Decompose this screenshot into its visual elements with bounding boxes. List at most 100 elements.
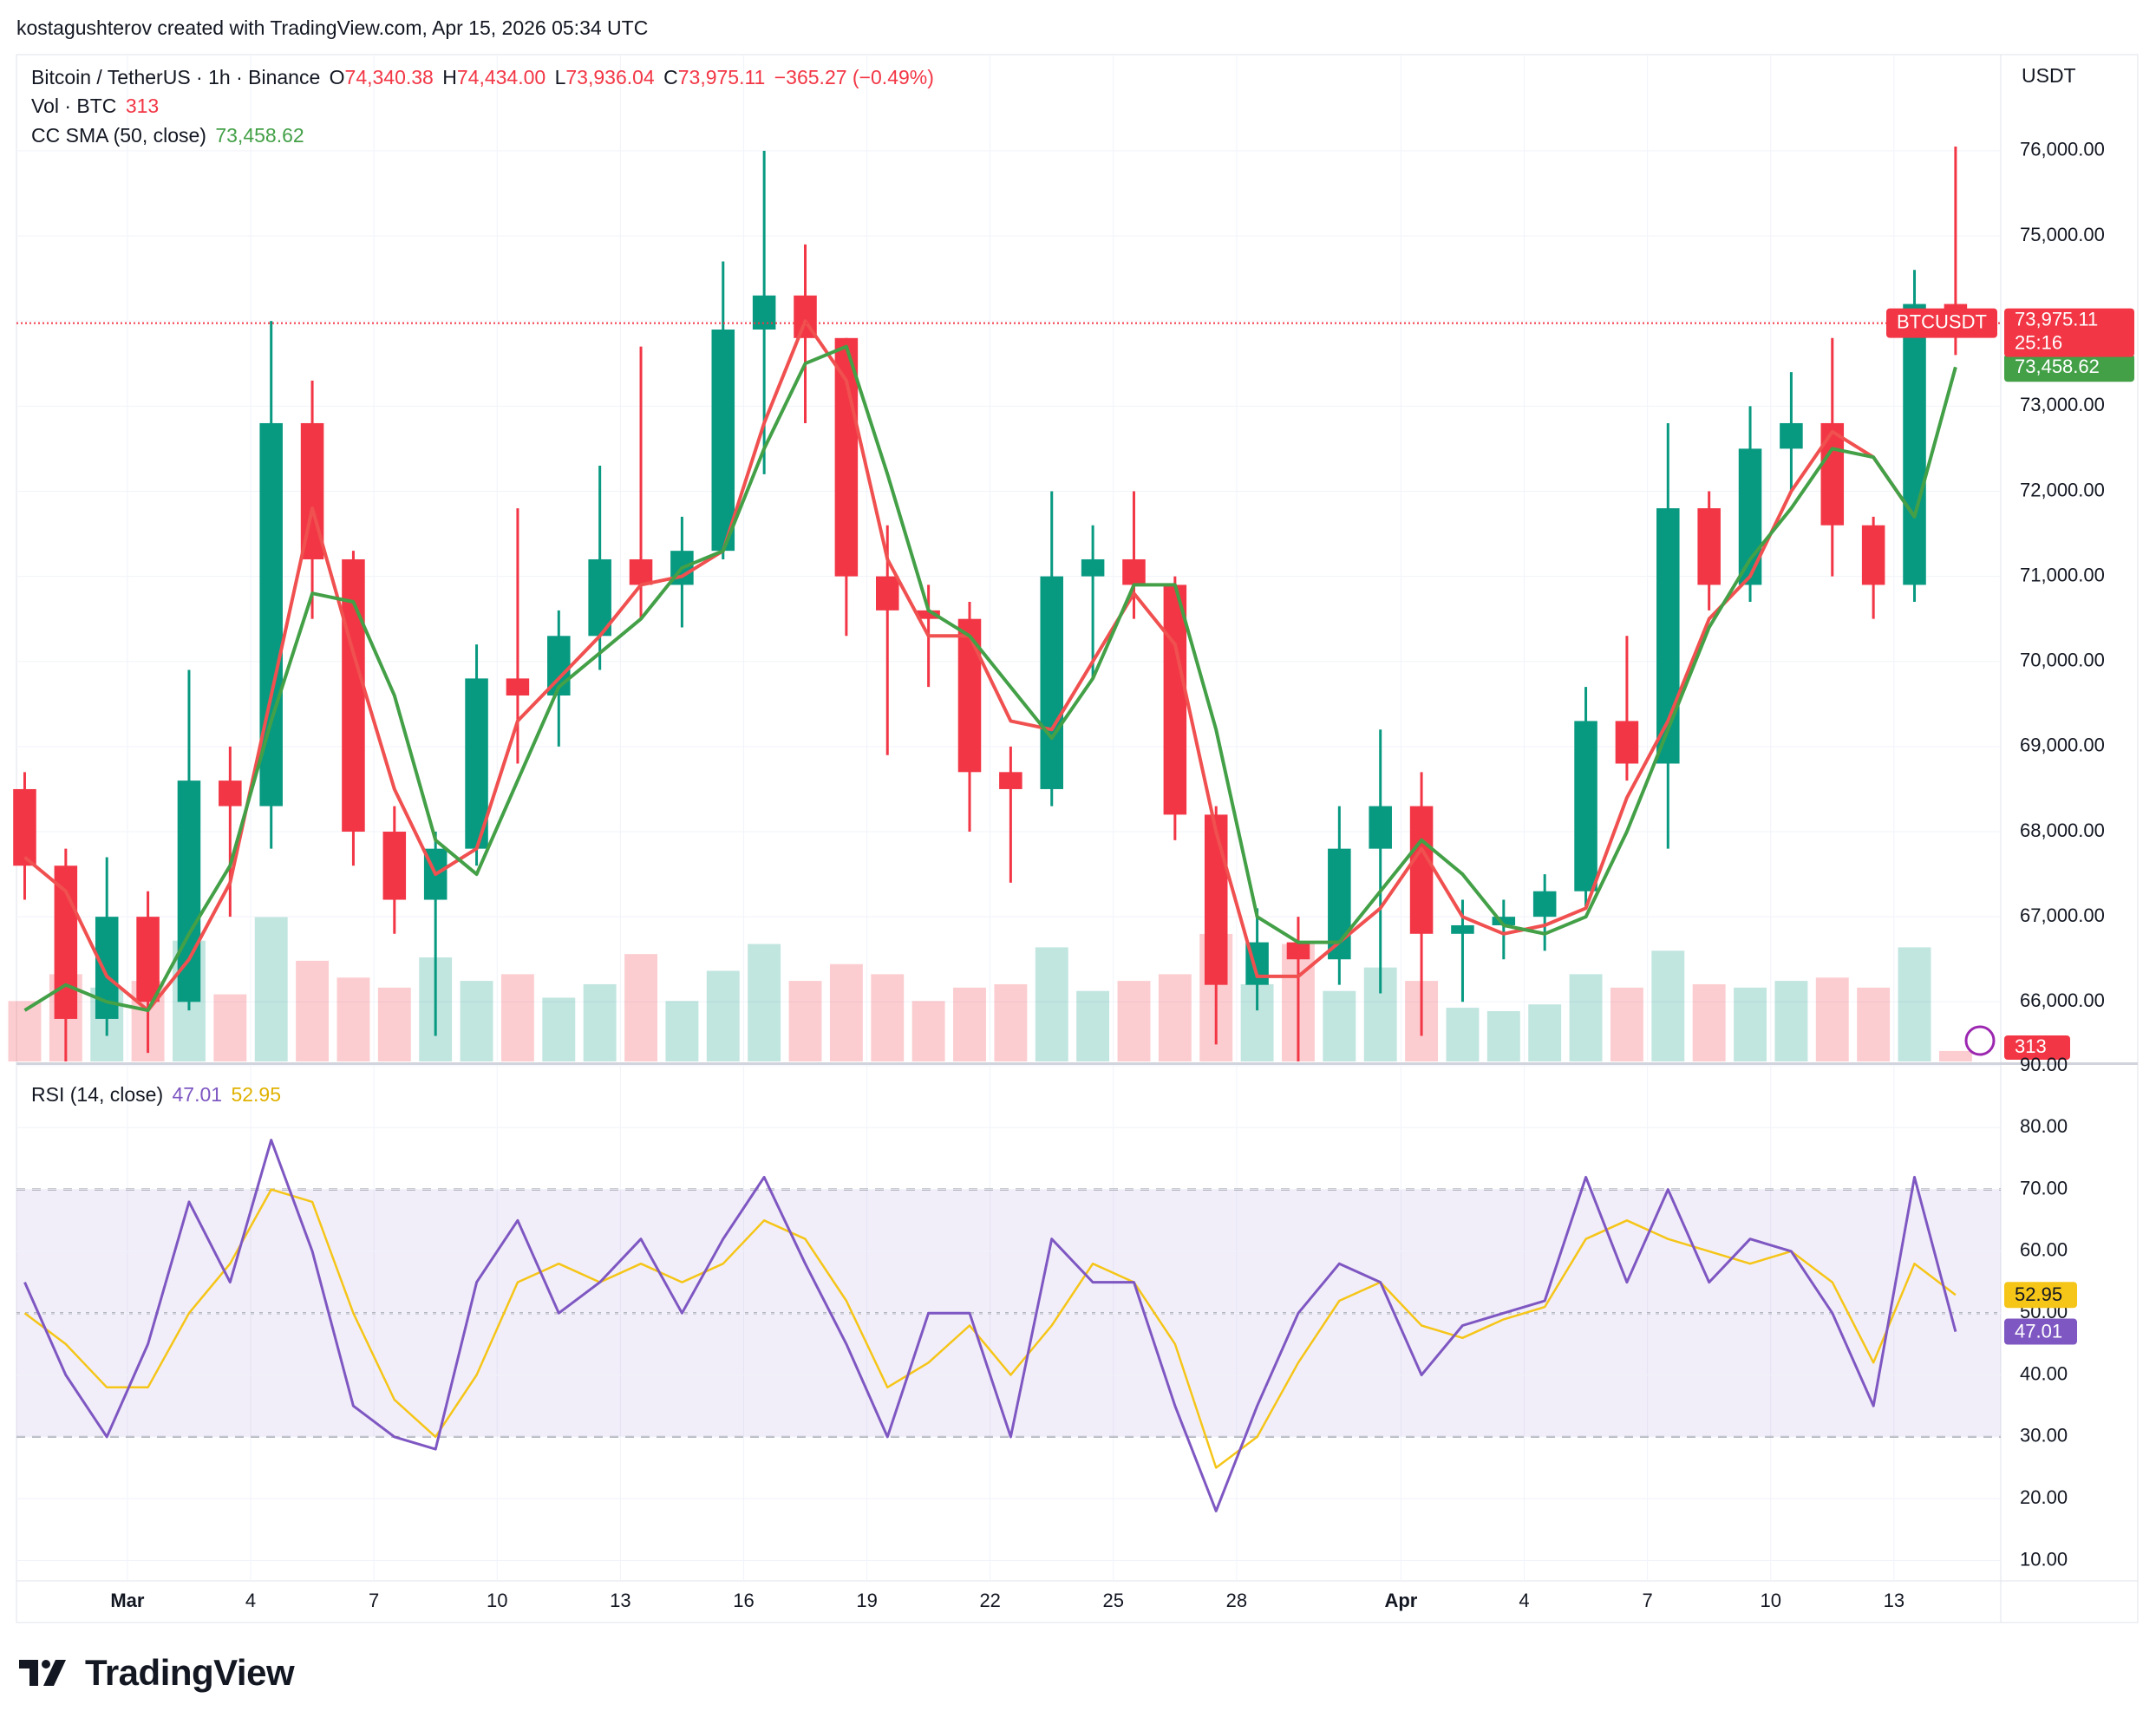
candle-body <box>1204 814 1228 985</box>
volume-bar <box>254 917 288 1061</box>
rsi-title: RSI (14, close) <box>31 1083 164 1106</box>
volume-bar <box>829 963 863 1061</box>
rsi-value: 47.01 <box>172 1083 223 1106</box>
y-tick-label: 80.00 <box>2020 1115 2068 1137</box>
x-tick-label: Mar <box>110 1590 145 1611</box>
x-tick-label: 7 <box>369 1590 379 1611</box>
y-tick-label: 66,000.00 <box>2020 989 2105 1011</box>
y-tick-label: 67,000.00 <box>2020 904 2105 926</box>
x-tick-label: 4 <box>1519 1590 1529 1611</box>
y-tick-label: 10.00 <box>2020 1548 2068 1570</box>
ma-line <box>23 344 1957 1013</box>
y-tick-label: 72,000.00 <box>2020 479 2105 500</box>
countdown: 25:16 <box>2015 331 2062 353</box>
y-tick-label: 60.00 <box>2020 1239 2068 1261</box>
volume-bar <box>911 1001 945 1061</box>
y-tick-label: 90.00 <box>2020 1054 2068 1075</box>
volume-bar <box>624 954 657 1061</box>
volume-legend: Vol · BTC 313 <box>31 93 162 119</box>
volume-bar <box>1117 981 1151 1061</box>
price-tag-label: 73,975.11 <box>2015 308 2098 330</box>
candle-body <box>875 576 899 611</box>
volume-bar <box>788 981 822 1061</box>
rsi-ma-value: 52.95 <box>231 1083 282 1106</box>
y-tick-label: 76,000.00 <box>2020 139 2105 160</box>
candle-body <box>1081 558 1105 577</box>
candle-body <box>1163 584 1187 815</box>
ohlc-key: L <box>554 66 566 88</box>
rsi-tag <box>2004 1282 2077 1309</box>
y-tick-label: 70.00 <box>2020 1177 2068 1198</box>
volume-bar <box>1938 1050 1972 1061</box>
x-tick-label: 13 <box>1884 1590 1904 1611</box>
rsi-line <box>23 1139 1957 1512</box>
candle-body <box>13 788 36 866</box>
volume-bar <box>665 1001 699 1061</box>
attribution: kostagushterov created with TradingView.… <box>16 16 649 39</box>
volume-bar <box>542 997 576 1061</box>
x-tick-label: 28 <box>1226 1590 1247 1611</box>
volume-bar <box>583 983 617 1061</box>
logo: TradingView <box>85 1652 295 1693</box>
candle-body <box>1369 806 1392 849</box>
candle-body <box>1409 806 1434 934</box>
volume-bar <box>871 974 905 1061</box>
candle-body <box>177 780 201 1002</box>
volume-bar <box>460 981 493 1061</box>
volume-bar <box>1569 974 1603 1061</box>
x-tick-label: 10 <box>487 1590 507 1611</box>
candle-body <box>711 329 735 552</box>
y-tick-label: 75,000.00 <box>2020 224 2105 245</box>
ohlc-key: O <box>329 66 345 88</box>
volume-bar <box>994 983 1028 1061</box>
x-tick-label: 13 <box>610 1590 630 1611</box>
volume-bar <box>8 1001 42 1061</box>
candle-body <box>1903 304 1926 585</box>
volume-title: Vol · BTC <box>31 95 117 117</box>
candle-body <box>382 832 407 900</box>
volume-bar <box>1446 1008 1480 1061</box>
volume-bar <box>1035 947 1068 1061</box>
candle-body <box>1451 924 1474 934</box>
x-tick-label: 22 <box>979 1590 1000 1611</box>
volume-bar <box>1692 983 1726 1061</box>
sma-tag-label: 73,458.62 <box>2015 356 2100 377</box>
x-tick-label: Apr <box>1384 1590 1417 1611</box>
ohlc-value: 73,975.11 <box>677 66 766 88</box>
ohlc-value: 74,340.38 <box>344 66 434 88</box>
volume-bar <box>500 974 534 1061</box>
sma-value: 73,458.62 <box>215 124 304 147</box>
y-tick-label: 68,000.00 <box>2020 820 2105 841</box>
x-tick-label: 7 <box>1642 1590 1652 1611</box>
ohlc-key: C <box>663 66 678 88</box>
symbol-tag <box>1886 308 1997 338</box>
candle-body <box>1697 508 1721 585</box>
volume-value: 313 <box>125 95 160 117</box>
volume-bar <box>377 987 411 1061</box>
volume-bar <box>706 970 740 1061</box>
candle-body <box>1532 891 1557 918</box>
x-tick-label: 19 <box>856 1590 877 1611</box>
candle-body <box>917 610 940 619</box>
volume-bar <box>1857 987 1891 1061</box>
y-tick-label: 71,000.00 <box>2020 564 2105 585</box>
rsi-tag-label: 47.01 <box>2015 1320 2062 1342</box>
candle-body <box>136 917 160 1002</box>
rsi-legend: RSI (14, close) 47.01 52.95 <box>31 1081 284 1107</box>
candle-body <box>957 618 982 773</box>
candle-body <box>1615 721 1639 764</box>
candle-body <box>1574 721 1597 891</box>
sma-tag <box>2004 354 2134 382</box>
currency[interactable]: USDT <box>2022 64 2076 87</box>
volume-bar <box>1774 981 1808 1061</box>
rsi-tag-label: 52.95 <box>2015 1283 2062 1305</box>
symbol-title: Bitcoin / TetherUS · 1h · Binance <box>31 66 321 88</box>
x-tick-label: 4 <box>245 1590 256 1611</box>
volume-tag <box>2004 1035 2070 1060</box>
volume-bar <box>1610 987 1643 1061</box>
candle-body <box>1286 942 1310 960</box>
volume-bar <box>336 977 370 1061</box>
volume-bar <box>1651 950 1685 1061</box>
